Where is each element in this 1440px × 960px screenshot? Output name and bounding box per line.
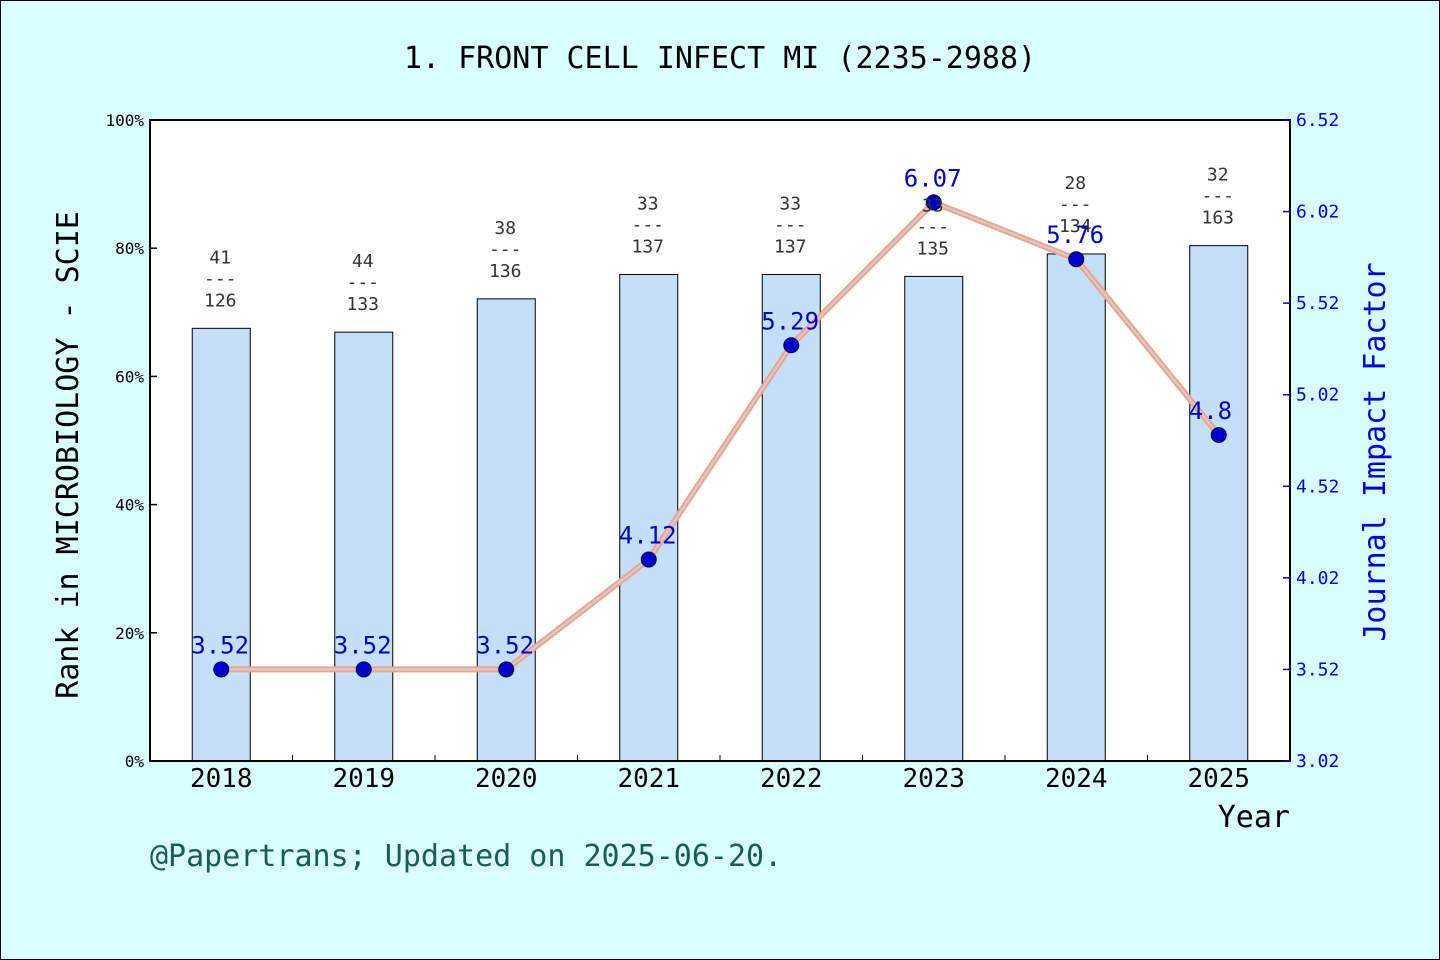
rank-separator-2024: ---	[1059, 194, 1092, 215]
jif-point-2024	[1068, 251, 1085, 268]
rank-total-2022: 137	[774, 236, 807, 257]
y2-tick-label: 4.52	[1296, 476, 1339, 497]
bar-2020	[476, 298, 536, 762]
jif-point-2025	[1210, 427, 1227, 444]
bar-2024	[1046, 253, 1106, 762]
y2-tick-label: 5.02	[1296, 385, 1339, 406]
rank-separator-2018: ---	[204, 268, 237, 289]
rank-number-2025: 32	[1207, 165, 1229, 186]
rank-separator-2022: ---	[774, 214, 807, 235]
footer-note: @Papertrans; Updated on 2025-06-20.	[150, 839, 782, 874]
rank-number-2022: 33	[779, 193, 801, 214]
rank-number-2021: 33	[637, 193, 659, 214]
y-axis-label: Rank in MICROBIOLOGY - SCIE	[51, 211, 86, 699]
rank-number-2024: 28	[1064, 173, 1086, 194]
y2-tick-label: 3.02	[1296, 751, 1339, 772]
rank-total-2019: 133	[346, 294, 379, 315]
y2-tick-label: 6.02	[1296, 202, 1339, 223]
jif-point-2022	[783, 337, 800, 354]
y2-tick-label: 4.02	[1296, 568, 1339, 589]
jif-label-2024: 5.76	[1046, 221, 1104, 249]
x-tick-label-2019: 2019	[332, 764, 395, 794]
rank-number-2020: 38	[494, 218, 516, 239]
labels-layer: 41---12644---13338---13633---13733---137…	[191, 164, 1234, 659]
rank-separator-2020: ---	[489, 239, 522, 260]
jif-label-2022: 5.29	[761, 307, 819, 335]
jif-label-2023: 6.07	[904, 164, 962, 192]
rank-total-2021: 137	[631, 236, 664, 257]
x-tick-label-2022: 2022	[760, 764, 823, 794]
chart-title: 1. FRONT CELL INFECT MI (2235-2988)	[404, 41, 1036, 76]
x-tick-label-2024: 2024	[1045, 764, 1108, 794]
bar-2022	[761, 273, 821, 762]
bar-2019	[334, 331, 394, 762]
rank-total-2025: 163	[1201, 208, 1234, 229]
bars-layer	[191, 245, 1249, 762]
axes-layer: 0% 20% 40% 60% 80% 100% 3.02 3.52 4.02 4.52 5.02 5.…	[105, 110, 1339, 794]
rank-number-2023: 33	[922, 195, 944, 216]
x-tick-label-2020: 2020	[475, 764, 538, 794]
y-tick-label: 0%	[125, 752, 145, 771]
x-axis-label: Year	[1218, 800, 1290, 835]
bar-2018	[191, 327, 251, 762]
jif-label-2020: 3.52	[476, 631, 534, 659]
rank-total-2018: 126	[204, 290, 237, 311]
jif-line-layer	[213, 194, 1227, 678]
rank-separator-2023: ---	[916, 216, 949, 237]
y-tick-label: 80%	[115, 239, 144, 258]
x-tick-label-2023: 2023	[902, 764, 965, 794]
bar-2025	[1189, 245, 1249, 762]
jif-point-2023	[925, 194, 942, 211]
bar-2021	[619, 273, 679, 762]
rank-separator-2021: ---	[631, 214, 664, 235]
rank-total-2024: 134	[1059, 216, 1092, 237]
y-tick-label: 40%	[115, 496, 144, 515]
y-tick-label: 60%	[115, 367, 144, 386]
rank-separator-2019: ---	[346, 272, 379, 293]
jif-label-2019: 3.52	[334, 631, 392, 659]
jif-line	[221, 201, 1220, 671]
jif-point-2018	[213, 661, 230, 678]
y2-tick-label: 5.52	[1296, 293, 1339, 314]
y2-axis-label: Journal Impact Factor	[1358, 262, 1393, 641]
y-tick-label: 20%	[115, 624, 144, 643]
rank-separator-2025: ---	[1201, 186, 1234, 207]
rank-number-2019: 44	[352, 251, 374, 272]
jif-label-2025: 4.8	[1189, 397, 1232, 425]
bar-2023	[904, 275, 964, 762]
x-tick-label-2025: 2025	[1187, 764, 1250, 794]
jif-label-2021: 4.12	[619, 522, 677, 550]
jif-label-2018: 3.52	[191, 631, 249, 659]
x-tick-label-2021: 2021	[617, 764, 680, 794]
y2-tick-label: 6.52	[1296, 110, 1339, 131]
rank-total-2023: 135	[916, 238, 949, 259]
plot-area	[150, 120, 1290, 761]
rank-total-2020: 136	[489, 261, 522, 282]
jif-point-2020	[498, 661, 515, 678]
rank-number-2018: 41	[209, 247, 231, 268]
jif-point-2019	[355, 661, 372, 678]
jif-point-2021	[640, 551, 657, 568]
y-tick-label: 100%	[105, 111, 144, 130]
y2-tick-label: 3.52	[1296, 659, 1339, 680]
x-tick-label-2018: 2018	[190, 764, 253, 794]
